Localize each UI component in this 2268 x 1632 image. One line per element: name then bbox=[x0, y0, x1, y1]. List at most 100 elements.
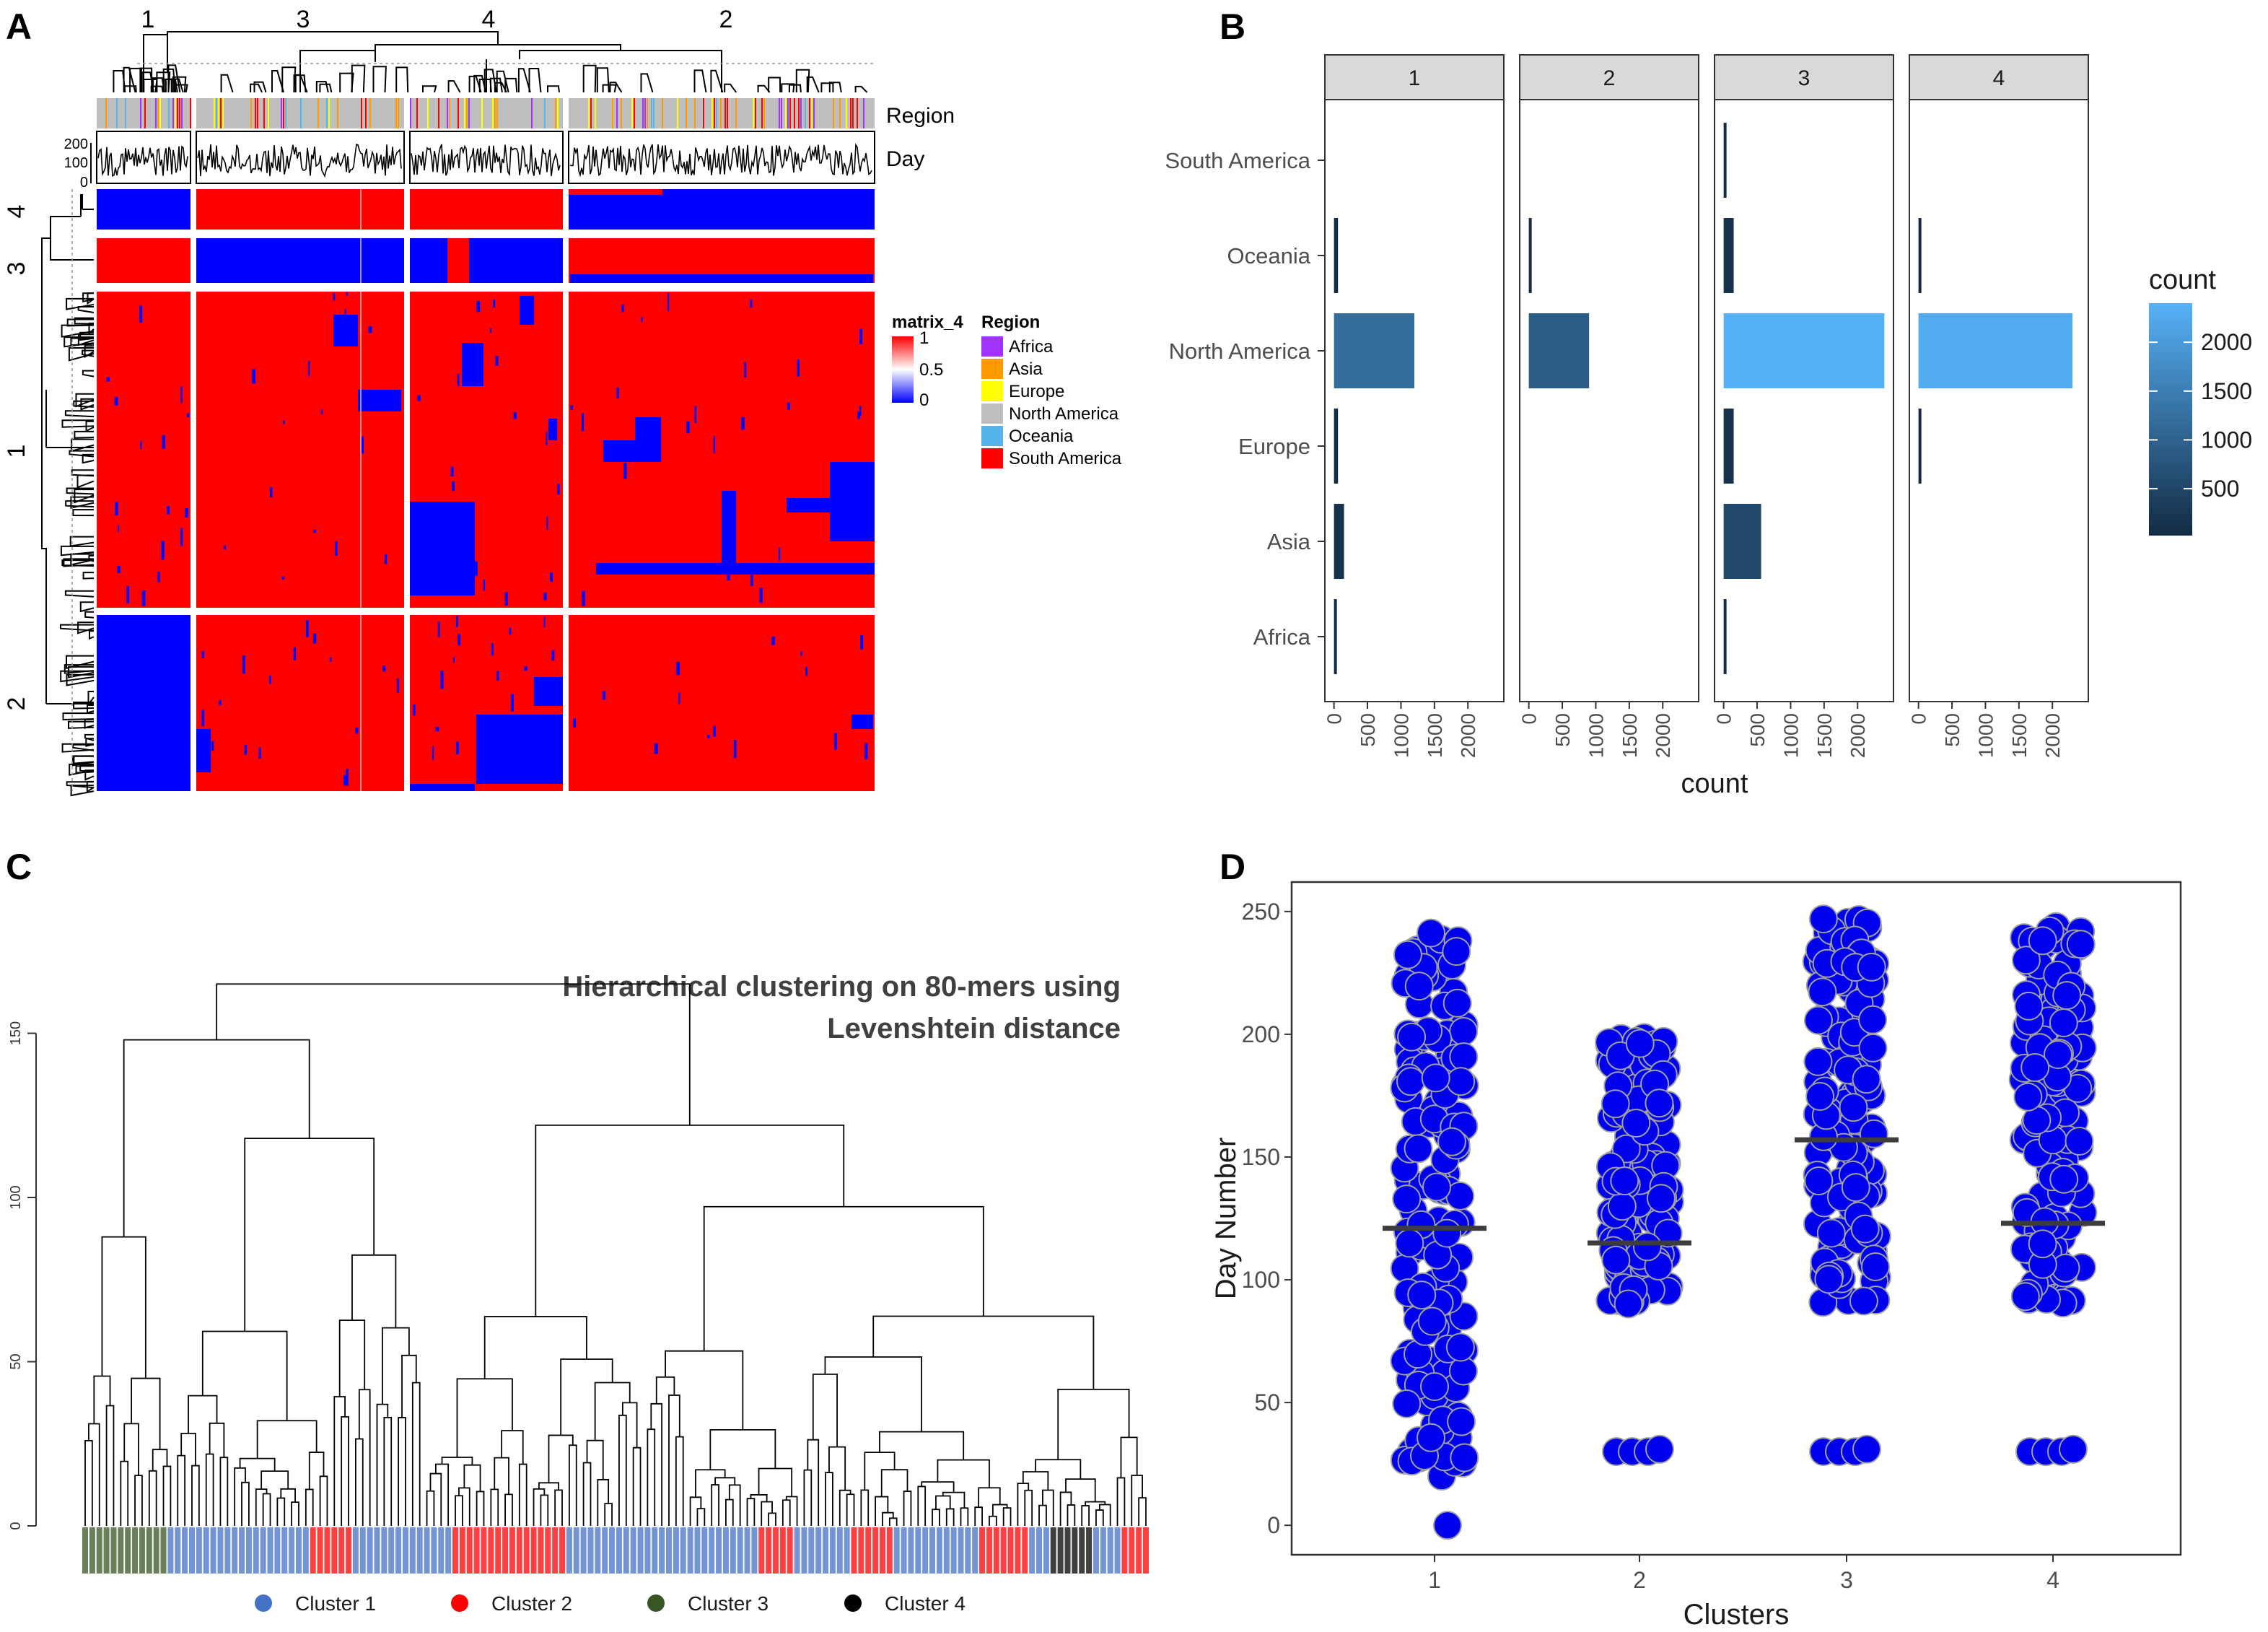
row-cluster-label: 2 bbox=[3, 697, 30, 711]
leaf-label bbox=[1086, 1527, 1093, 1574]
region-bar-stripe bbox=[800, 98, 802, 128]
region-bar-stripe bbox=[811, 98, 813, 128]
dendrogram-branch bbox=[875, 1496, 889, 1526]
heatmap-speck bbox=[417, 395, 421, 401]
data-point bbox=[1808, 904, 1838, 934]
leaf-label bbox=[1057, 1527, 1064, 1574]
column-dendrogram-branch bbox=[220, 74, 234, 93]
column-dendrogram-branch bbox=[640, 73, 654, 93]
region-bar-stripe bbox=[714, 98, 715, 128]
row-dendrogram-branch bbox=[66, 318, 95, 327]
data-point bbox=[1803, 1047, 1833, 1076]
data-point bbox=[1601, 1089, 1630, 1119]
dendrogram-branch bbox=[180, 1432, 196, 1466]
dendrogram-branch bbox=[1116, 1477, 1126, 1526]
dendrogram-branch bbox=[131, 1377, 161, 1450]
data-point bbox=[1396, 1067, 1425, 1096]
cluster-legend-label: Cluster 2 bbox=[491, 1592, 572, 1615]
region-bar-stripe bbox=[555, 98, 556, 128]
column-dendrogram-branch bbox=[724, 83, 737, 93]
data-point bbox=[1445, 1332, 1475, 1362]
leaf-label bbox=[481, 1527, 487, 1574]
heatmap-block bbox=[569, 189, 875, 230]
data-point bbox=[1446, 1067, 1476, 1096]
dendrogram-branch bbox=[1059, 1491, 1072, 1526]
day-track-line bbox=[411, 144, 561, 177]
dendrogram-branch bbox=[134, 1475, 143, 1526]
heatmap-speck bbox=[602, 691, 605, 700]
dendrogram-branch bbox=[921, 1481, 955, 1493]
leaf-label bbox=[310, 1527, 316, 1574]
leaf-label bbox=[908, 1527, 914, 1574]
count-legend-gradient bbox=[2149, 303, 2192, 536]
column-dendrogram-branch bbox=[123, 66, 136, 93]
region-bar-stripe bbox=[794, 98, 795, 128]
heatmap-speck bbox=[343, 775, 347, 786]
leaf-label bbox=[772, 1527, 779, 1574]
data-point bbox=[1646, 1184, 1676, 1213]
heatmap-speck bbox=[435, 726, 439, 732]
leaf-label bbox=[929, 1527, 936, 1574]
leaf-label bbox=[1100, 1527, 1106, 1574]
heatmap-block bbox=[97, 189, 191, 230]
y-axis-title: Day Number bbox=[1210, 1138, 1242, 1300]
x-tick-label: 0 bbox=[1323, 713, 1346, 725]
heatmap-speck bbox=[157, 572, 160, 582]
dendrogram-branch bbox=[937, 1459, 990, 1488]
heatmap-matrix bbox=[97, 189, 875, 791]
row-dendrogram-branch bbox=[73, 755, 95, 764]
row-dendrogram-branch bbox=[80, 194, 83, 217]
dendrogram-branch bbox=[219, 1457, 229, 1526]
leaf-label bbox=[687, 1527, 693, 1574]
region-bar-stripe bbox=[438, 98, 439, 128]
heatmap-patch bbox=[447, 238, 469, 283]
region-bar-stripe bbox=[494, 98, 496, 128]
dendrogram-branch bbox=[618, 1414, 627, 1526]
leaf-label bbox=[132, 1527, 139, 1574]
heatmap-speck bbox=[162, 435, 165, 449]
region-legend-swatch bbox=[981, 448, 1003, 468]
region-bar-stripe bbox=[481, 98, 483, 128]
column-dendrogram-branch bbox=[768, 77, 781, 93]
panel-label-b: B bbox=[1220, 6, 1245, 47]
row-dendrogram-branch bbox=[75, 393, 95, 408]
heatmap-speck bbox=[771, 636, 775, 645]
heatmap-block bbox=[569, 615, 875, 791]
heatmap-speck bbox=[105, 654, 108, 671]
region-bar-stripe bbox=[703, 98, 704, 128]
leaf-label bbox=[502, 1527, 509, 1574]
data-point bbox=[1804, 1166, 1834, 1195]
leaf-label bbox=[182, 1527, 188, 1574]
row-dendrogram-branch bbox=[72, 743, 95, 751]
heatmap-speck bbox=[641, 317, 643, 323]
x-tick-label: 1500 bbox=[1619, 713, 1641, 758]
heatmap-patch bbox=[462, 343, 483, 386]
region-bar-stripe bbox=[846, 98, 847, 128]
column-dendrogram-branch bbox=[167, 31, 499, 45]
column-dendrogram-branch bbox=[710, 69, 724, 93]
dendrogram-branch bbox=[560, 1358, 613, 1436]
leaf-label bbox=[516, 1527, 522, 1574]
leaf-label bbox=[836, 1527, 843, 1574]
leaf-label bbox=[815, 1527, 822, 1574]
heatmap-speck bbox=[550, 572, 553, 582]
heatmap-speck bbox=[857, 411, 860, 419]
data-point bbox=[1397, 1022, 1427, 1052]
heatmap-speck bbox=[787, 402, 790, 410]
region-bar-stripe bbox=[328, 98, 330, 128]
region-bar-stripe bbox=[218, 98, 219, 128]
data-point bbox=[2065, 1127, 2094, 1156]
leaf-label bbox=[1043, 1527, 1049, 1574]
heatmap-speck bbox=[293, 647, 297, 660]
dendrogram-title-line2: Levenshtein distance bbox=[827, 1013, 1121, 1044]
region-bar-stripe bbox=[798, 98, 800, 128]
heatmap-speck bbox=[805, 666, 808, 676]
y-tick-label: 0 bbox=[1267, 1512, 1280, 1538]
heatmap-block bbox=[196, 238, 404, 283]
matrix-legend: matrix_4 1 0.5 0 bbox=[892, 313, 963, 410]
region-bar-stripe bbox=[686, 98, 687, 128]
row-dendrogram-branch bbox=[88, 322, 95, 336]
column-dendrogram-branch bbox=[253, 81, 267, 93]
leaf-label bbox=[346, 1527, 352, 1574]
